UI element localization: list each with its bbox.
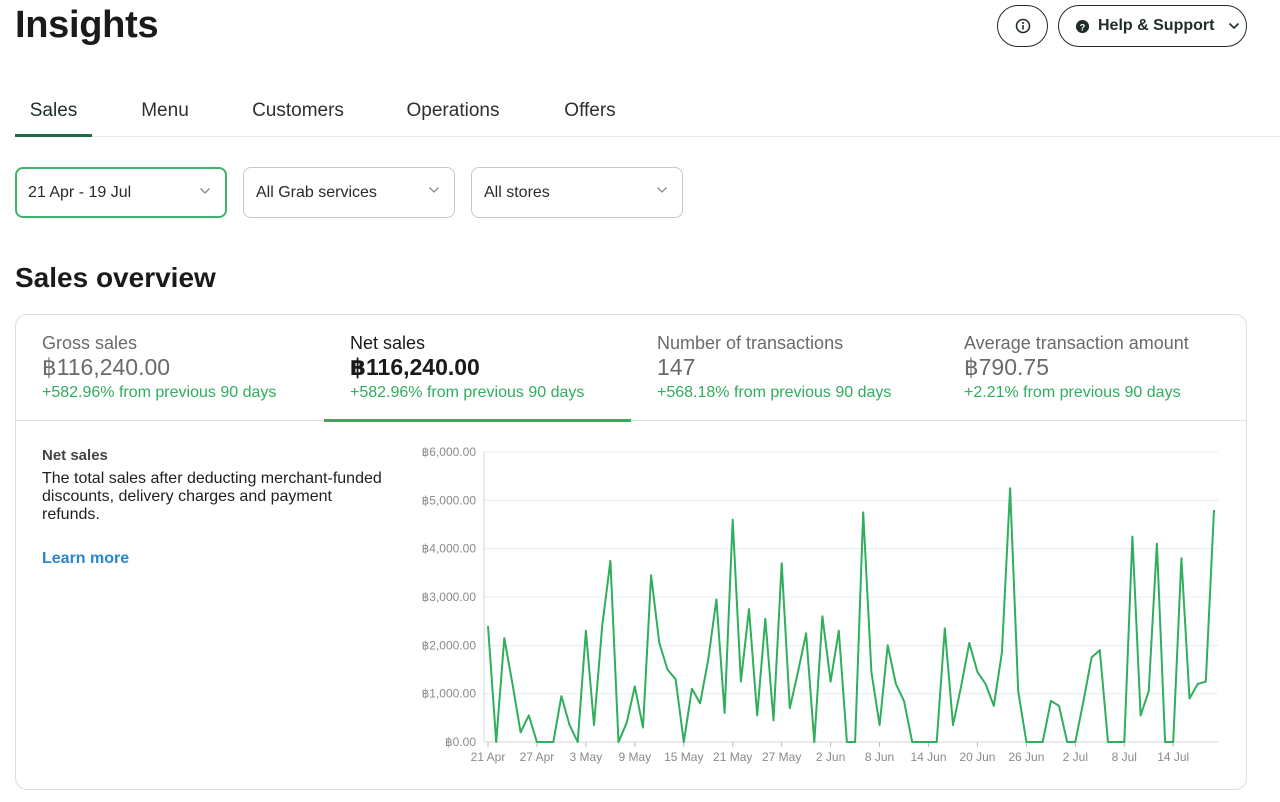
x-tick-label: 14 Jul [1157, 750, 1189, 764]
chevron-down-icon [1228, 22, 1240, 30]
metric-label: Average transaction amount [964, 333, 1189, 353]
y-tick-label: ฿6,000.00 [422, 445, 477, 459]
sales-overview-card: Gross sales ฿116,240.00 +582.96% from pr… [15, 314, 1247, 790]
net-sales-series-line [487, 487, 1215, 743]
metric-gross-sales[interactable]: Gross sales ฿116,240.00 +582.96% from pr… [16, 315, 323, 421]
x-tick-label: 26 Jun [1008, 750, 1044, 764]
y-tick-label: ฿2,000.00 [422, 638, 477, 652]
y-tick-label: ฿5,000.00 [422, 493, 477, 507]
x-tick-label: 14 Jun [910, 750, 946, 764]
learn-more-link[interactable]: Learn more [42, 550, 130, 567]
chevron-down-icon [199, 187, 211, 195]
metric-label: Gross sales [42, 333, 138, 353]
help-support-button[interactable]: ? Help & Support [1058, 5, 1247, 47]
y-tick-label: ฿0.00 [445, 735, 476, 749]
metric-delta: +2.21% from previous 90 days [964, 384, 1181, 401]
date-range-select[interactable]: 21 Apr - 19 Jul [15, 167, 227, 218]
x-tick-label: 2 Jul [1063, 750, 1088, 764]
x-tick-label: 21 Apr [471, 750, 506, 764]
x-tick-label: 27 May [762, 750, 801, 764]
x-tick-label: 2 Jun [816, 750, 845, 764]
section-title: Sales overview [15, 262, 216, 293]
description-text: The total sales after deducting merchant… [42, 470, 382, 523]
info-circle-icon [1015, 18, 1031, 34]
metric-value: ฿116,240.00 [42, 354, 171, 380]
page-title: Insights [15, 4, 159, 46]
metric-label: Number of transactions [657, 333, 844, 353]
x-tick-label: 8 Jul [1112, 750, 1137, 764]
metric-value: ฿790.75 [964, 354, 1049, 380]
stores-select[interactable]: All stores [471, 167, 683, 218]
chevron-down-icon [656, 186, 668, 194]
x-tick-label: 21 May [713, 750, 752, 764]
tab-menu[interactable]: Menu [141, 100, 189, 121]
y-tick-label: ฿3,000.00 [422, 590, 477, 604]
services-value: All Grab services [256, 183, 377, 201]
net-sales-chart: ฿0.00 ฿1,000.00 ฿2,000.00 ฿3,000.00 ฿4,000.0… [422, 445, 1218, 764]
x-tick-label: 15 May [664, 750, 703, 764]
metric-delta: +582.96% from previous 90 days [42, 384, 277, 401]
question-circle-icon: ? [1075, 19, 1090, 34]
y-tick-label: ฿1,000.00 [422, 687, 477, 701]
metric-delta: +582.96% from previous 90 days [350, 384, 585, 401]
metric-tabs: Gross sales ฿116,240.00 +582.96% from pr… [16, 315, 1246, 422]
metric-average-transaction[interactable]: Average transaction amount ฿790.75 +2.21… [938, 315, 1245, 421]
date-range-value: 21 Apr - 19 Jul [28, 183, 132, 201]
x-tick-label: 27 Apr [520, 750, 555, 764]
description-title: Net sales [42, 447, 108, 464]
y-tick-label: ฿4,000.00 [422, 542, 477, 556]
stores-value: All stores [484, 183, 550, 201]
x-tick-label: 8 Jun [865, 750, 894, 764]
metric-value: 147 [657, 354, 696, 380]
x-tick-label: 20 Jun [959, 750, 995, 764]
help-support-label: Help & Support [1098, 17, 1215, 34]
metric-transactions[interactable]: Number of transactions 147 +568.18% from… [631, 315, 938, 421]
info-button[interactable] [997, 5, 1048, 47]
tab-offers[interactable]: Offers [564, 100, 616, 121]
section-tabs: Sales Menu Customers Operations Offers [15, 88, 1280, 137]
metric-label: Net sales [350, 333, 426, 353]
metric-net-sales[interactable]: Net sales ฿116,240.00 +582.96% from prev… [324, 315, 631, 422]
x-tick-label: 3 May [570, 750, 603, 764]
tab-customers[interactable]: Customers [252, 100, 344, 121]
metric-value: ฿116,240.00 [350, 354, 480, 380]
metric-delta: +568.18% from previous 90 days [657, 384, 892, 401]
chevron-down-icon [428, 186, 440, 194]
svg-text:?: ? [1080, 22, 1086, 32]
services-select[interactable]: All Grab services [243, 167, 455, 218]
x-tick-label: 9 May [618, 750, 651, 764]
tab-operations[interactable]: Operations [406, 100, 500, 121]
tab-sales[interactable]: Sales [15, 88, 92, 137]
